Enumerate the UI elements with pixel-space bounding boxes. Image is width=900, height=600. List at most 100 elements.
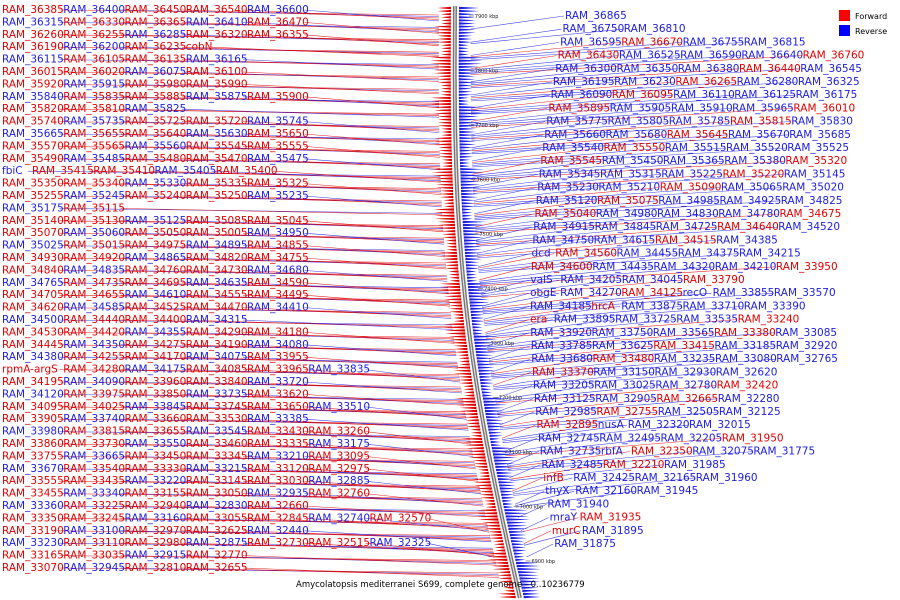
left-gene-label: RAM_33030 (247, 475, 309, 487)
gene-labels: RAM_36385 RAM_36400 RAM_36450 RAM_36540 RAM_… (2, 4, 864, 574)
right-gene-label: RAM_35645 (667, 129, 729, 141)
left-gene-label: RAM_34635 (186, 277, 248, 289)
forward-feature (437, 220, 455, 224)
forward-feature (441, 130, 452, 134)
reverse-feature (459, 158, 470, 162)
left-gene-label: RAM_34610 (125, 289, 187, 301)
leader-line (365, 406, 467, 420)
left-gene-label: RAM_36365 (125, 16, 187, 28)
right-gene-label: RAM_35910 (671, 102, 733, 114)
forward-feature (442, 161, 452, 165)
left-gene-label: RAM_33050 (186, 488, 248, 500)
left-gene-label: RAM_35920 (2, 78, 64, 90)
leader-line (471, 121, 607, 137)
right-gene-label: RAM_32425 (573, 472, 635, 484)
right-gene-label: RAM_32665 (656, 393, 718, 405)
left-gene-label: RAM_35900 (247, 91, 309, 103)
reverse-feature (473, 335, 498, 338)
reverse-feature (458, 84, 473, 87)
leader-line (181, 34, 439, 44)
left-gene-label: RAM_33755 (2, 450, 64, 462)
right-gene-label: RAM_34045 (622, 274, 684, 286)
left-gene-label: RAM_36075 (125, 66, 187, 78)
reverse-feature (475, 347, 496, 351)
right-gene-label: RAM_32165 (635, 472, 697, 484)
leader-line (471, 121, 791, 141)
right-gene-label: RAM_35540 (542, 142, 604, 154)
right-gene-label: RAM_35345 (539, 168, 601, 180)
left-gene-label: RAM_36600 (247, 4, 309, 16)
left-gene-label: RAM_35405 (155, 165, 217, 177)
leader-line (495, 385, 594, 401)
forward-feature (440, 13, 451, 16)
left-gene-label: RAM_32770 (186, 550, 248, 562)
left-gene-label: RAM_36100 (186, 66, 248, 78)
right-gene-label: RAM_33390 (744, 300, 806, 312)
right-gene-label: RAM_32505 (658, 406, 720, 418)
reverse-feature (458, 68, 479, 72)
leader-line (181, 22, 439, 31)
leader-line (470, 42, 682, 59)
right-gene-label: RAM_35830 (791, 116, 853, 128)
left-gene-label: RAM_32915 (125, 550, 187, 562)
forward-feature (453, 313, 463, 317)
left-gene-label: RAM_35250 (186, 190, 248, 202)
forward-feature (433, 68, 451, 72)
reverse-feature (468, 288, 492, 292)
reverse-feature (458, 93, 473, 96)
forward-feature (446, 248, 457, 251)
leader-line (480, 279, 530, 294)
leader-line (365, 443, 474, 457)
scale-tick-label: 7700 kbp (475, 123, 499, 129)
left-gene-label: RAM_35240 (125, 190, 187, 202)
reverse-feature (493, 453, 517, 456)
left-gene-label: RAM_34895 (186, 240, 248, 252)
left-gene-label: RAM_32975 (308, 463, 370, 475)
right-gene-label: RAM_36595 (560, 36, 622, 48)
leader-line (478, 253, 531, 267)
forward-feature (437, 40, 451, 44)
leader-line (480, 279, 621, 297)
leader-line (471, 134, 544, 149)
left-gene-label: RAM_33540 (63, 463, 125, 475)
left-gene-label: RAM_34500 (2, 314, 64, 326)
forward-feature (493, 540, 504, 543)
left-gene-label: RAM_35175 (2, 202, 64, 214)
left-gene-label: RAM_34400 (125, 314, 187, 326)
leader-line (470, 81, 552, 96)
left-gene-label: RAM_34440 (63, 314, 125, 326)
forward-feature (459, 406, 477, 410)
left-gene-label: RAM_34170 (125, 351, 187, 363)
leader-line (471, 108, 609, 124)
reverse-feature (460, 174, 485, 177)
reverse-feature (487, 422, 504, 425)
leader-line (181, 245, 446, 254)
reverse-feature (458, 31, 476, 34)
forward-feature (442, 233, 456, 236)
reverse-feature (507, 521, 528, 524)
leader-line (471, 134, 666, 152)
leader-line (500, 411, 718, 430)
leader-line (483, 306, 591, 322)
left-gene-label: RAM_36355 (247, 29, 309, 41)
leader-line (304, 133, 440, 146)
left-gene-label: RAM_33845 (125, 401, 187, 413)
left-gene-label: RAM_34350 (63, 339, 125, 351)
leader-line (304, 394, 465, 406)
forward-feature (498, 577, 512, 580)
leader-line (365, 369, 461, 383)
leader-line (181, 530, 491, 540)
left-gene-label: RAM_32810 (125, 562, 187, 574)
leader-line (304, 418, 469, 431)
reverse-feature (520, 580, 541, 583)
leader-line (491, 358, 715, 377)
right-gene-label: RAM_36350 (617, 63, 679, 75)
left-gene-label: RAM_32980 (125, 537, 187, 549)
leader-line (487, 332, 775, 353)
forward-feature (491, 561, 508, 565)
forward-feature (441, 230, 456, 233)
leader-line (470, 68, 555, 83)
right-gene-label: RAM_32075 (692, 446, 754, 458)
forward-feature (443, 205, 454, 208)
left-gene-label: RAM_34495 (247, 289, 309, 301)
